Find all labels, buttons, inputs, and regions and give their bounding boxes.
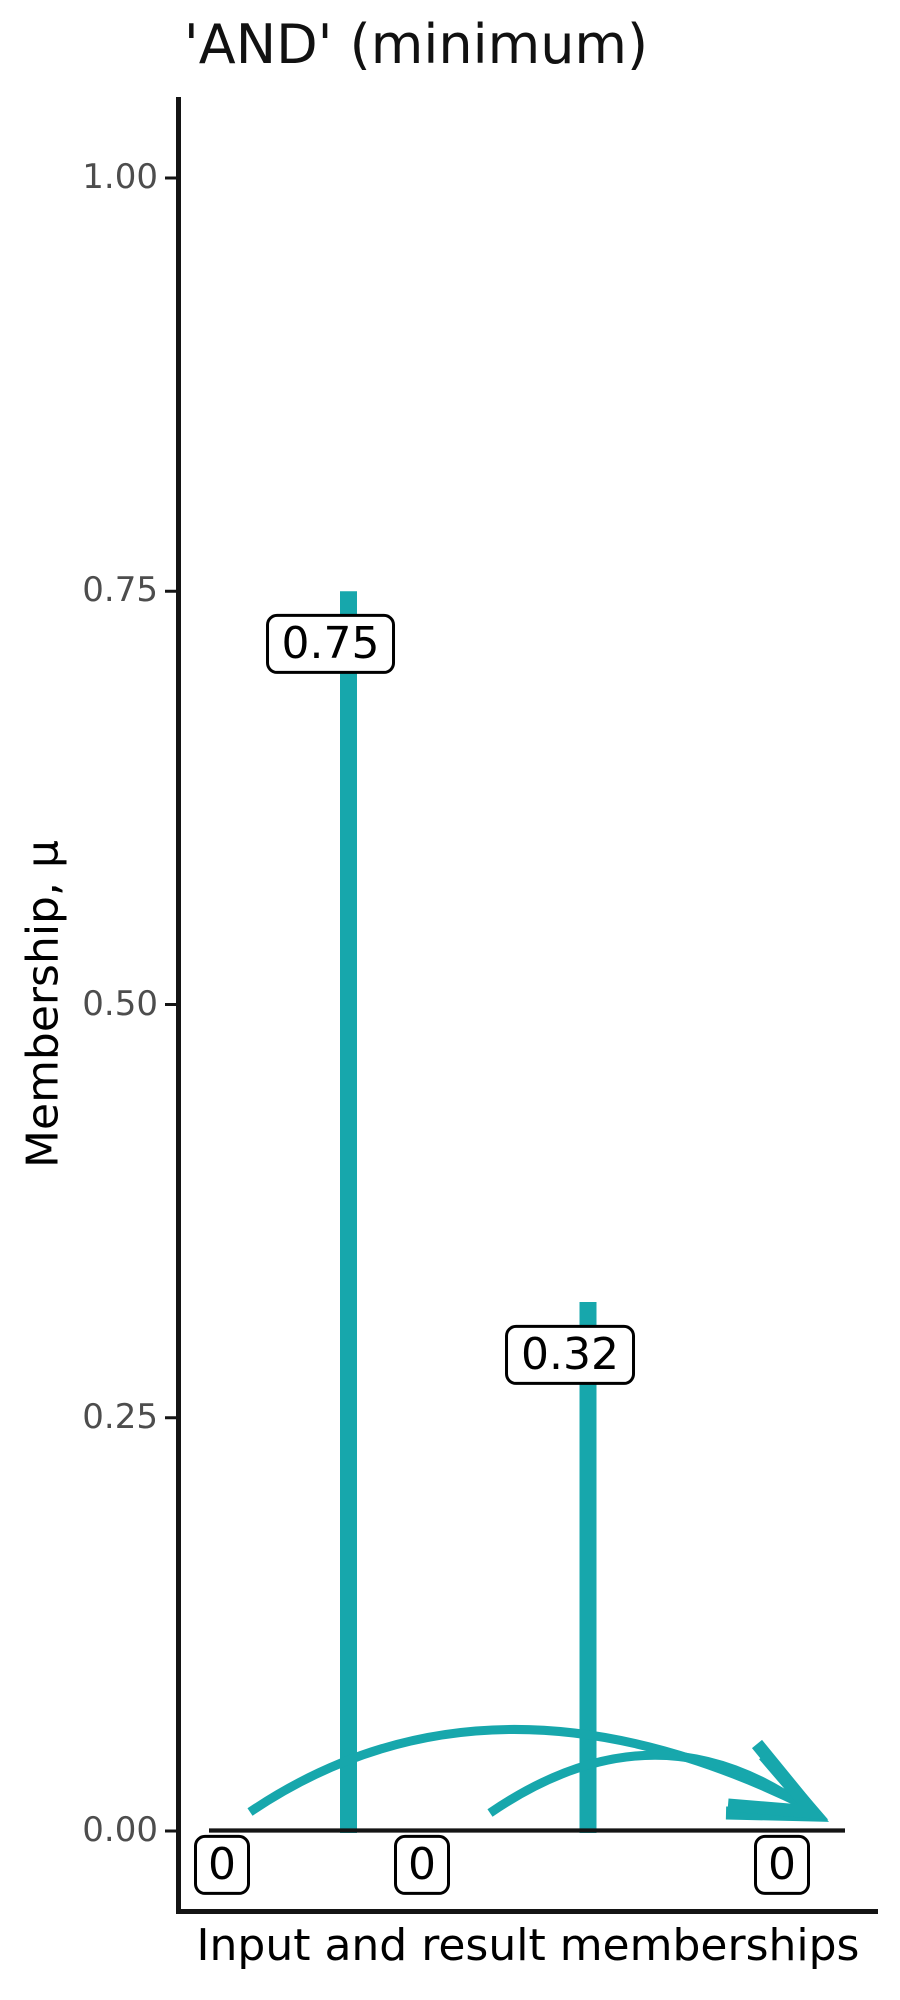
chart-title: 'AND' (minimum) bbox=[183, 13, 649, 76]
arrow-arc-input-2 bbox=[487, 1750, 803, 1817]
value-label-input-1: 0.75 bbox=[265, 614, 396, 675]
x-tick-label-box: 0 bbox=[394, 1834, 450, 1896]
y-tick-label: 0.50 bbox=[82, 983, 158, 1024]
x-tick-label-box: 0 bbox=[194, 1834, 250, 1896]
value-label-input-2: 0.32 bbox=[505, 1324, 635, 1386]
arrow-arc-input-1 bbox=[247, 1725, 808, 1816]
x-axis-title: Input and result memberships bbox=[196, 1920, 860, 1971]
y-tick-label: 0.75 bbox=[82, 570, 158, 611]
y-tick-label: 0.25 bbox=[82, 1396, 158, 1437]
y-tick-label: 1.00 bbox=[82, 157, 158, 198]
arrowhead-input-2 bbox=[727, 1750, 829, 1820]
y-axis-title: Membership, μ bbox=[17, 840, 69, 1168]
x-tick-label-box: 0 bbox=[754, 1834, 810, 1896]
y-tick-label: 0.00 bbox=[82, 1810, 158, 1851]
